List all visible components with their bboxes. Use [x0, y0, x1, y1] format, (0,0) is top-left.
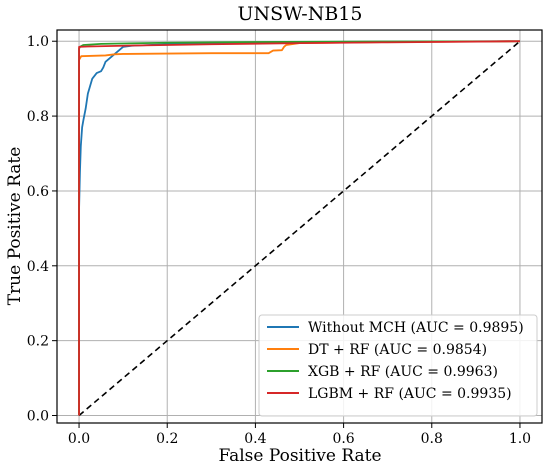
x-tick-label: 0.8 [421, 431, 443, 447]
y-axis-label: True Positive Rate [5, 147, 25, 306]
chance-diagonal-line [78, 40, 521, 417]
x-tick-label: 1.0 [509, 431, 531, 447]
x-tick-label: 0.0 [68, 431, 90, 447]
ticks: 0.0 0.2 0.4 0.6 0.8 1.0 0.0 0.2 0.4 0.6 0.8 1.0 [27, 34, 531, 447]
chart-title: UNSW-NB15 [238, 3, 363, 25]
legend-entry-label: DT + RF (AUC = 0.9854) [308, 342, 487, 358]
series-layer [78, 40, 520, 416]
legend-entry-label: XGB + RF (AUC = 0.9963) [308, 364, 498, 380]
x-tick-label: 0.4 [244, 431, 266, 447]
legend: Without MCH (AUC = 0.9895) DT + RF (AUC =… [258, 314, 538, 417]
y-tick-label: 0.8 [27, 109, 49, 125]
y-tick-label: 0.6 [27, 184, 49, 200]
roc-curve-series-4 [78, 40, 520, 416]
x-tick-label: 0.2 [156, 431, 178, 447]
y-tick-label: 1.0 [27, 34, 49, 50]
plot-frame [56, 29, 543, 424]
grid [57, 30, 542, 423]
y-tick-label: 0.0 [27, 409, 49, 425]
legend-box [258, 314, 538, 417]
reference-line-layer [78, 40, 521, 417]
x-axis-label: False Positive Rate [218, 446, 381, 466]
y-tick-label: 0.2 [27, 334, 49, 350]
legend-entry-label: LGBM + RF (AUC = 0.9935) [308, 386, 512, 402]
legend-entry-label: Without MCH (AUC = 0.9895) [308, 320, 524, 336]
y-tick-label: 0.4 [27, 259, 49, 275]
x-tick-label: 0.6 [332, 431, 354, 447]
